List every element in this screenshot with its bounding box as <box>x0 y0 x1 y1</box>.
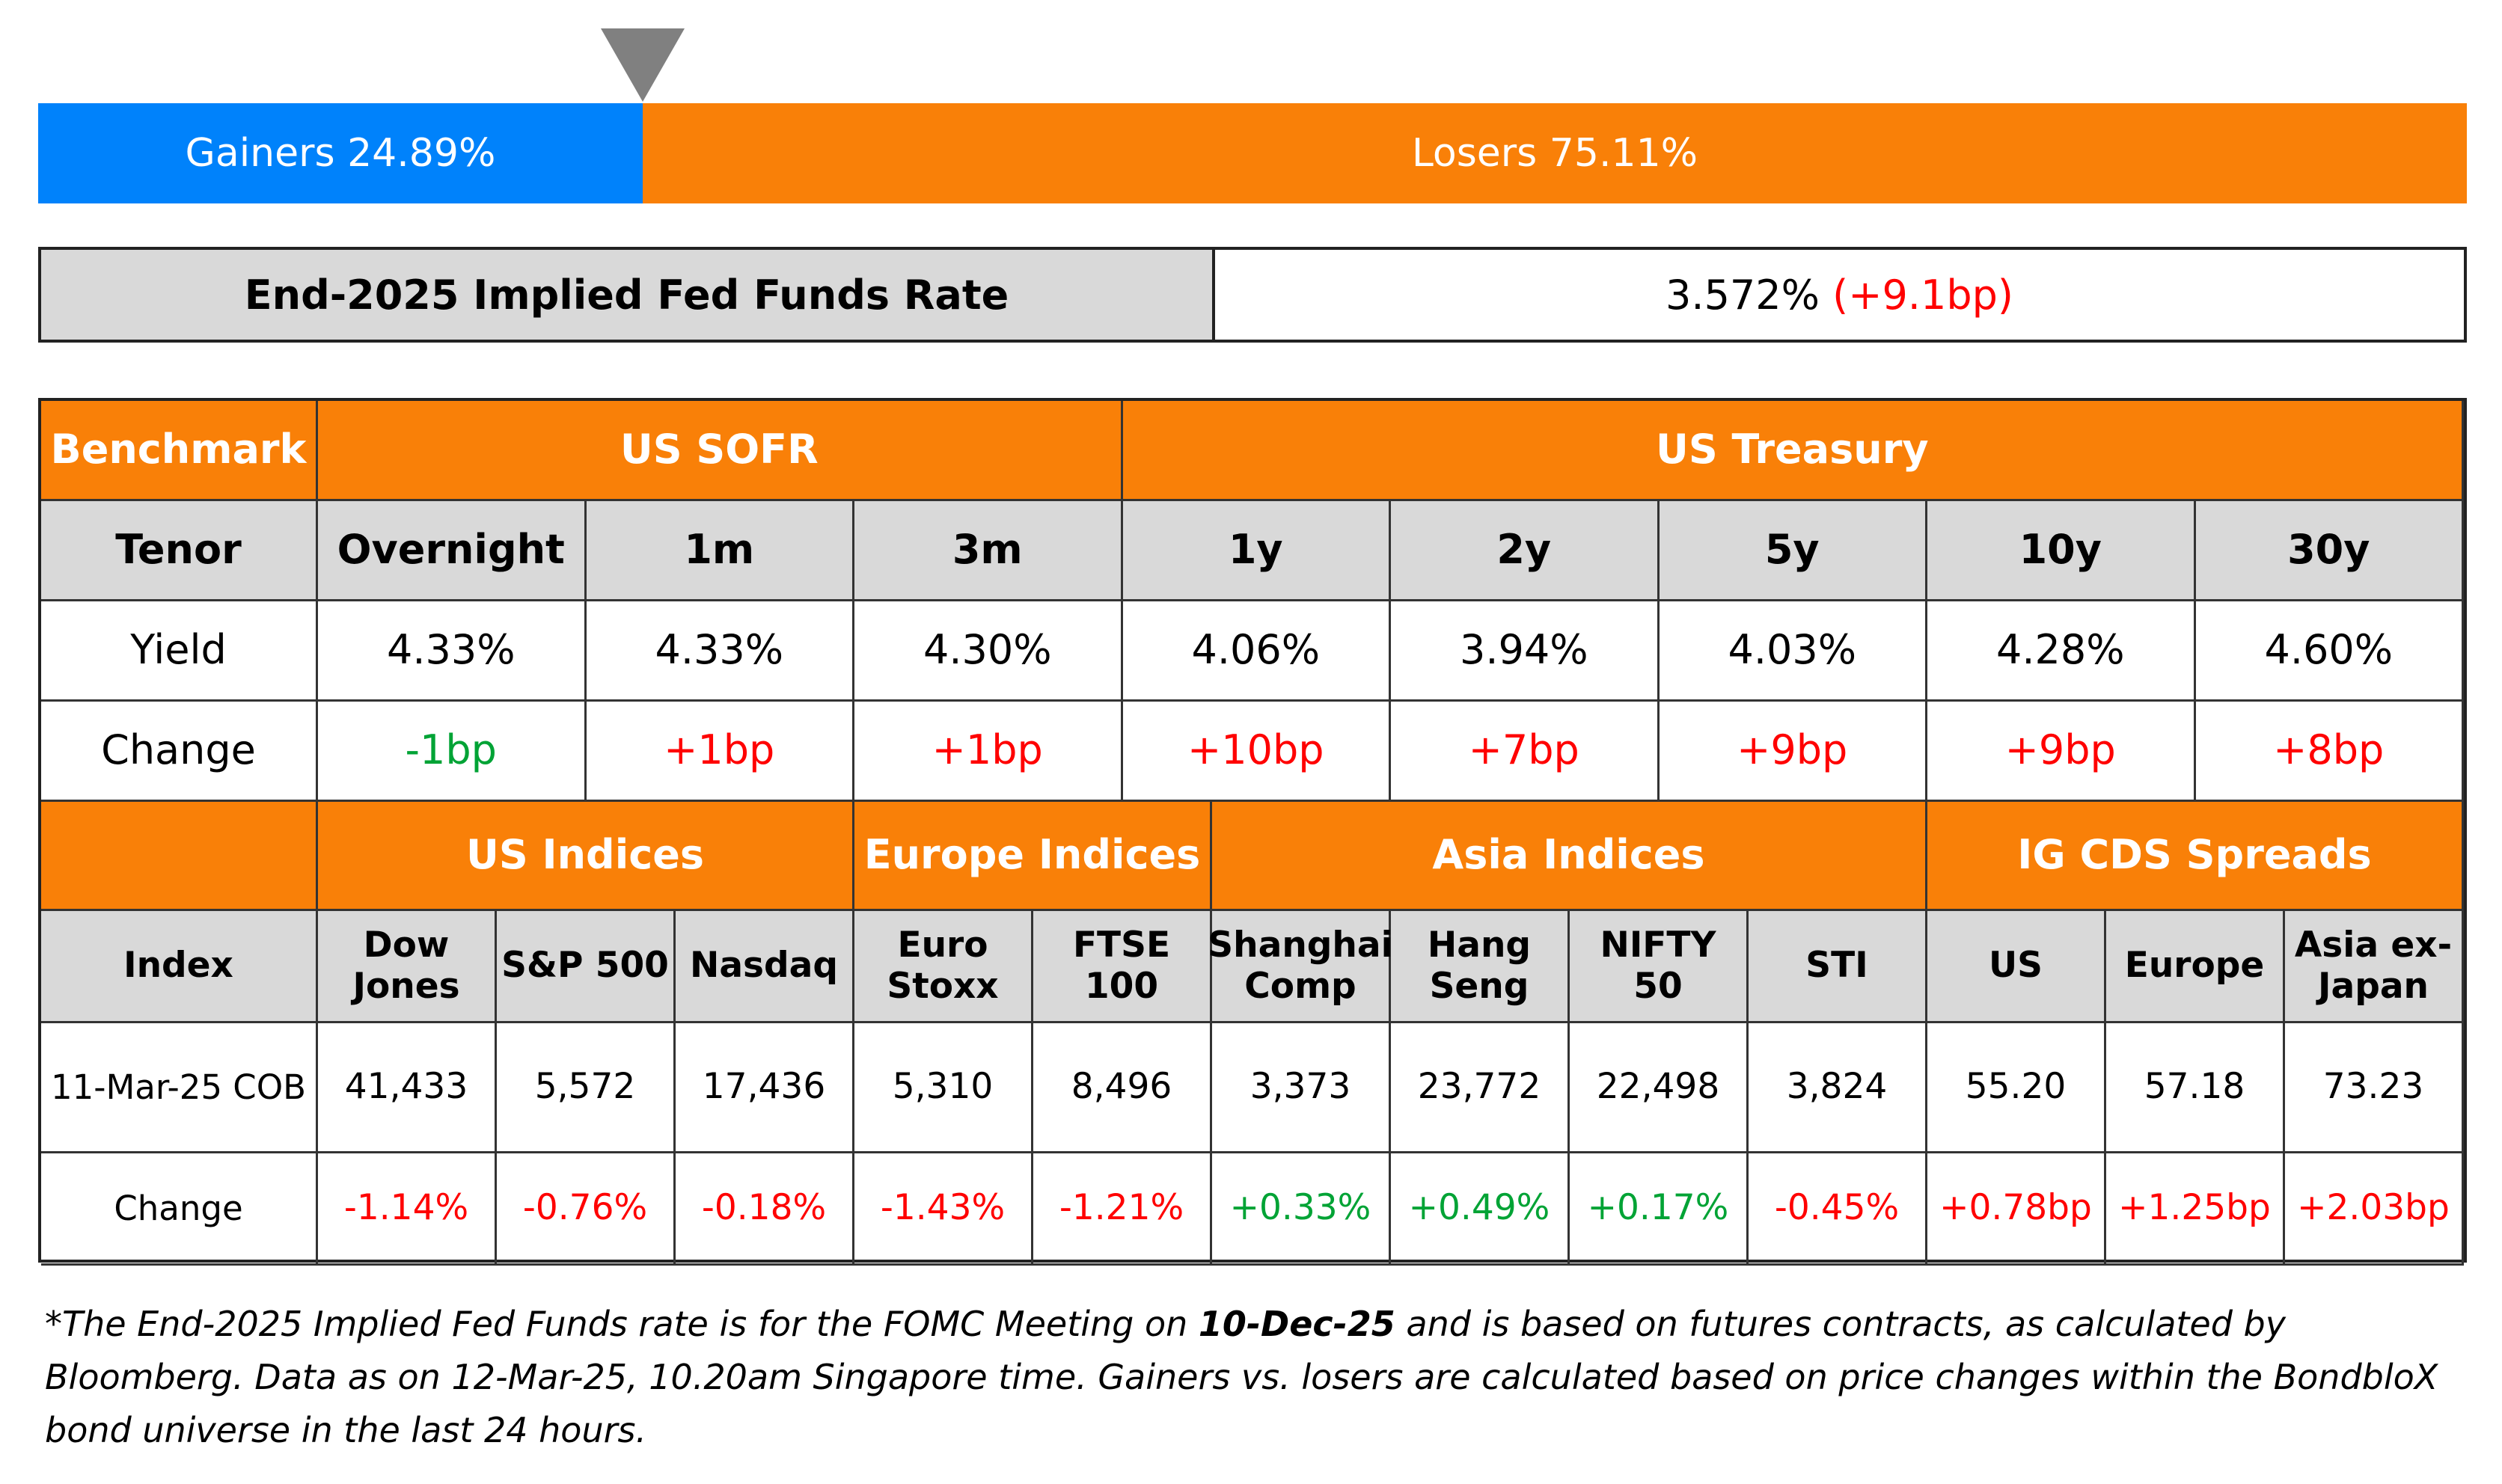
tenor-6: 10y <box>1927 501 2196 601</box>
asia-indices-header: Asia Indices <box>1212 802 1927 911</box>
index-change-2: -0.18% <box>676 1153 854 1266</box>
index-name-1: S&P 500 <box>497 911 676 1023</box>
index-name-3: Euro Stoxx <box>854 911 1033 1023</box>
tenor-5: 5y <box>1659 501 1927 601</box>
index-value-11: 73.23 <box>2285 1023 2464 1153</box>
index-change-5: +0.33% <box>1212 1153 1391 1266</box>
index-value-5: 3,373 <box>1212 1023 1391 1153</box>
index-value-4: 8,496 <box>1033 1023 1212 1153</box>
index-group-blank <box>41 802 318 911</box>
index-name-6: Hang Seng <box>1391 911 1570 1023</box>
index-name-10: Europe <box>2106 911 2285 1023</box>
index-name-2: Nasdaq <box>676 911 854 1023</box>
index-value-6: 23,772 <box>1391 1023 1570 1153</box>
index-change-0: -1.14% <box>318 1153 497 1266</box>
rate-change-2: +1bp <box>854 702 1123 802</box>
tenor-3: 1y <box>1122 501 1391 601</box>
index-value-8: 3,824 <box>1749 1023 1927 1153</box>
fed-funds-value-cell: 3.572% (+9.1bp) <box>1215 250 2464 340</box>
gainers-segment: Gainers 24.89% <box>38 103 643 203</box>
gainers-losers-bar: Gainers 24.89% Losers 75.11% <box>38 103 2467 203</box>
losers-segment: Losers 75.11% <box>642 103 2467 203</box>
index-value-2: 17,436 <box>676 1023 854 1153</box>
rate-change-4: +7bp <box>1391 702 1660 802</box>
rate-change-label: Change <box>41 702 318 802</box>
tenor-1: 1m <box>586 501 854 601</box>
index-name-8: STI <box>1749 911 1927 1023</box>
index-value-3: 5,310 <box>854 1023 1033 1153</box>
fed-funds-box: End-2025 Implied Fed Funds Rate 3.572% (… <box>38 247 2467 343</box>
index-change-1: -0.76% <box>497 1153 676 1266</box>
tenor-0: Overnight <box>318 501 587 601</box>
index-name-5: Shanghai Comp <box>1208 911 1393 1023</box>
rate-change-6: +9bp <box>1927 702 2196 802</box>
tenor-4: 2y <box>1391 501 1660 601</box>
fed-funds-value: 3.572% <box>1666 271 1820 319</box>
index-change-8: -0.45% <box>1749 1153 1927 1266</box>
yield-label: Yield <box>41 601 318 702</box>
index-change-3: -1.43% <box>854 1153 1033 1266</box>
yield-0: 4.33% <box>318 601 587 702</box>
index-label: Index <box>41 911 318 1023</box>
index-value-7: 22,498 <box>1570 1023 1749 1153</box>
sofr-header: US SOFR <box>318 401 1123 501</box>
footnote-text-2: and is based on futures contracts, as ca… <box>45 1304 2438 1450</box>
index-name-11: Asia ex-Japan <box>2285 911 2464 1023</box>
us-indices-header: US Indices <box>318 802 854 911</box>
index-change-6: +0.49% <box>1391 1153 1570 1266</box>
index-change-9: +0.78bp <box>1927 1153 2106 1266</box>
yield-3: 4.06% <box>1122 601 1391 702</box>
rate-change-7: +8bp <box>2195 702 2464 802</box>
yield-4: 3.94% <box>1391 601 1660 702</box>
index-change-7: +0.17% <box>1570 1153 1749 1266</box>
index-value-10: 57.18 <box>2106 1023 2285 1153</box>
yield-6: 4.28% <box>1927 601 2196 702</box>
index-change-label: Change <box>41 1153 318 1266</box>
rate-change-0: -1bp <box>318 702 587 802</box>
rate-change-1: +1bp <box>586 702 854 802</box>
yield-5: 4.03% <box>1659 601 1927 702</box>
index-value-9: 55.20 <box>1927 1023 2106 1153</box>
cds-header: IG CDS Spreads <box>1927 802 2464 911</box>
tenor-7: 30y <box>2195 501 2464 601</box>
yield-2: 4.30% <box>854 601 1123 702</box>
fed-funds-label: End-2025 Implied Fed Funds Rate <box>41 250 1215 340</box>
footnote: *The End-2025 Implied Fed Funds rate is … <box>45 1298 2469 1457</box>
rate-change-5: +9bp <box>1659 702 1927 802</box>
index-change-4: -1.21% <box>1033 1153 1212 1266</box>
index-value-1: 5,572 <box>497 1023 676 1153</box>
index-change-10: +1.25bp <box>2106 1153 2285 1266</box>
treasury-header: US Treasury <box>1122 401 2464 501</box>
index-value-0: 41,433 <box>318 1023 497 1153</box>
market-data-table: Benchmark US SOFR US Treasury Tenor Overnigh… <box>38 398 2467 1266</box>
yield-1: 4.33% <box>586 601 854 702</box>
index-name-9: US <box>1927 911 2106 1023</box>
europe-indices-header: Europe Indices <box>854 802 1212 911</box>
tenor-label: Tenor <box>41 501 318 601</box>
breadth-pointer-icon <box>600 28 685 102</box>
index-name-4: FTSE 100 <box>1033 911 1212 1023</box>
footnote-text-1: *The End-2025 Implied Fed Funds rate is … <box>45 1304 1199 1344</box>
tenor-2: 3m <box>854 501 1123 601</box>
index-change-11: +2.03bp <box>2285 1153 2464 1266</box>
yield-7: 4.60% <box>2195 601 2464 702</box>
index-name-7: NIFTY 50 <box>1570 911 1749 1023</box>
fed-funds-change: (+9.1bp) <box>1832 271 2013 319</box>
rate-change-3: +10bp <box>1122 702 1391 802</box>
benchmark-header: Benchmark <box>41 401 318 501</box>
index-date-label: 11-Mar-25 COB <box>41 1023 318 1153</box>
index-name-0: Dow Jones <box>318 911 497 1023</box>
footnote-date: 10-Dec-25 <box>1198 1304 1395 1344</box>
